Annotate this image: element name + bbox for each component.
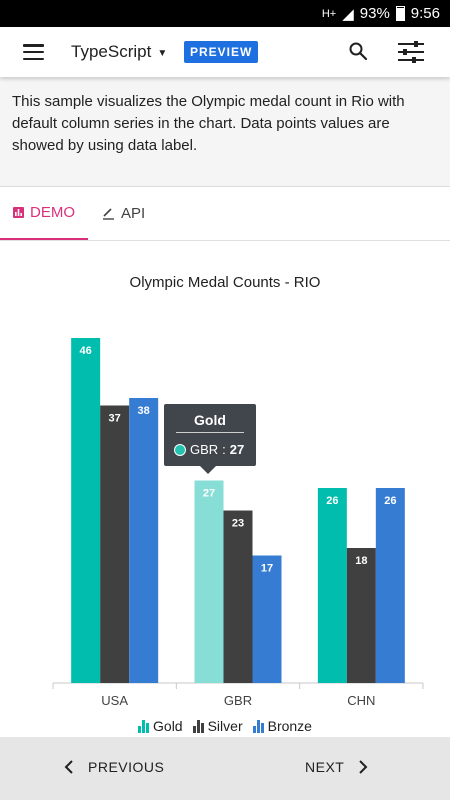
chart-tooltip: Gold GBR : 27 [164, 404, 256, 474]
bar-gold-gbr[interactable] [194, 480, 224, 684]
data-label: 26 [326, 495, 338, 507]
tooltip-arrow [200, 466, 216, 474]
tooltip-title: Gold [194, 412, 226, 428]
bar-gold-usa[interactable] [71, 338, 101, 683]
data-label: 26 [384, 495, 396, 507]
tab-api-label: API [121, 205, 146, 222]
previous-button[interactable]: PREVIOUS [64, 759, 164, 775]
data-label: 17 [261, 563, 273, 575]
tooltip-divider [176, 432, 244, 433]
chevron-right-icon [359, 760, 368, 774]
column-series-icon [252, 719, 264, 733]
x-tick-label: USA [101, 693, 128, 708]
preview-badge[interactable]: PREVIEW [184, 41, 259, 63]
language-label: TypeScript [71, 42, 152, 61]
x-tick-label: GBR [224, 693, 252, 708]
chart-title: Olympic Medal Counts - RIO [129, 274, 321, 291]
tab-demo-label: DEMO [30, 204, 75, 221]
previous-label: PREVIOUS [88, 759, 165, 775]
bar-silver-gbr[interactable] [223, 510, 253, 684]
tooltip-row: GBR : 27 [174, 442, 244, 457]
legend-item-gold[interactable]: Gold [138, 716, 183, 736]
legend-item-bronze[interactable]: Bronze [252, 716, 312, 736]
menu-icon[interactable] [23, 44, 44, 60]
clock: 9:56 [410, 5, 440, 22]
column-series-icon [138, 719, 150, 733]
next-button[interactable]: NEXT [305, 759, 368, 775]
data-label: 23 [232, 518, 244, 530]
x-tick-label: CHN [347, 693, 375, 708]
tooltip-marker-icon [174, 443, 186, 456]
bottom-navigation: PREVIOUS NEXT [0, 737, 450, 800]
legend-label: Silver [207, 718, 243, 734]
bar-bronze-usa[interactable] [129, 398, 159, 683]
data-label: 18 [355, 555, 367, 567]
tooltip-value: 27 [229, 442, 245, 457]
battery-percent: 93% [359, 5, 390, 22]
next-label: NEXT [305, 759, 345, 775]
tooltip-category: GBR [190, 442, 219, 457]
legend-label: Gold [153, 718, 183, 734]
legend-item-silver[interactable]: Silver [192, 716, 243, 736]
search-icon[interactable] [348, 41, 368, 61]
sample-description: This sample visualizes the Olympic medal… [0, 77, 450, 187]
status-bar: H+ ◢ 93% 9:56 [0, 0, 450, 27]
signal-icon: ◢ [342, 5, 354, 23]
tab-demo[interactable]: DEMO [0, 187, 88, 240]
data-label: 27 [203, 488, 215, 500]
column-series-icon [192, 719, 204, 733]
chevron-left-icon [64, 760, 73, 774]
chart-legend: Gold Silver Bronze [0, 716, 450, 736]
bar-bronze-gbr[interactable] [252, 555, 282, 684]
data-label: 38 [138, 405, 150, 417]
language-dropdown[interactable]: TypeScript ▼ [71, 42, 167, 62]
tab-api[interactable]: API [102, 187, 145, 240]
bar-bronze-chn[interactable] [375, 488, 405, 683]
caret-down-icon: ▼ [157, 47, 168, 59]
tab-bar: DEMO API [0, 187, 450, 241]
legend-label: Bronze [267, 718, 312, 734]
chart-icon [13, 207, 24, 218]
bar-gold-chn[interactable] [317, 488, 347, 683]
tooltip-separator: : [222, 442, 226, 457]
bar-silver-chn[interactable] [346, 548, 376, 683]
data-label: 46 [80, 345, 92, 357]
network-indicator: H+ [321, 7, 337, 20]
column-chart: USA 46 37 38 GBR 27 23 17 CHN 26 18 26 [52, 338, 424, 708]
settings-sliders-icon[interactable] [397, 40, 425, 64]
battery-icon [395, 6, 405, 21]
data-label: 37 [109, 413, 121, 425]
bar-silver-usa[interactable] [100, 405, 130, 684]
edit-icon [103, 208, 114, 220]
app-bar: TypeScript ▼ PREVIEW [0, 27, 450, 77]
